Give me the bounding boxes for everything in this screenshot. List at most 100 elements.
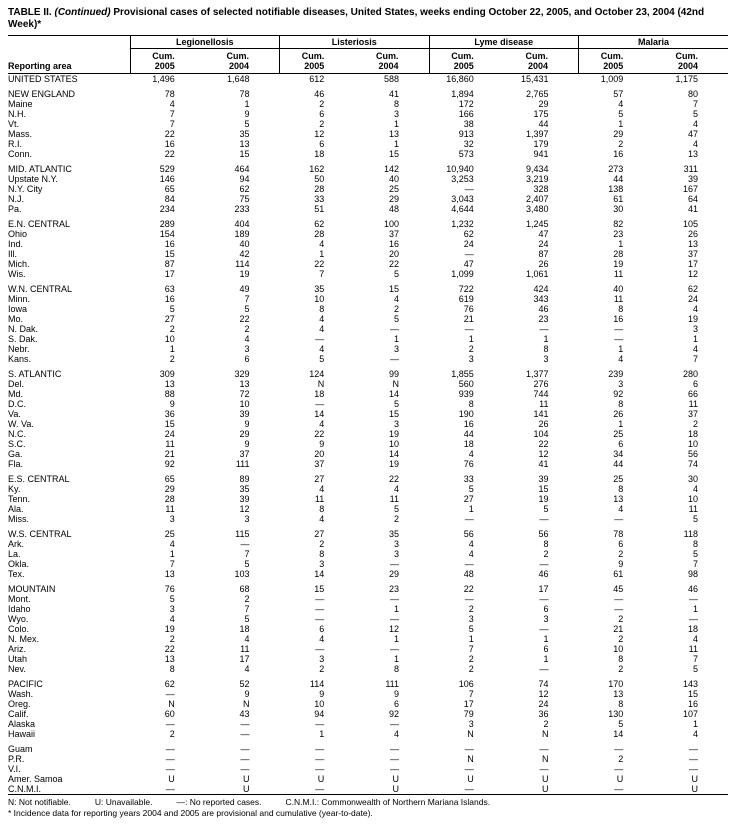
value-cell: 1 (543, 634, 549, 644)
value-cell: 2 (244, 594, 250, 604)
value-cell: 4 (319, 324, 325, 334)
value-cell: 29 (164, 484, 175, 494)
value-cell: — (315, 719, 325, 729)
reporting-area-cell: N.C. (8, 429, 26, 439)
value-cell: — (614, 784, 624, 794)
value-cell: N (467, 754, 474, 764)
value-cell: 722 (458, 284, 474, 294)
value-cell: 44 (538, 119, 549, 129)
value-cell: — (614, 514, 624, 524)
value-cell: — (390, 644, 399, 654)
table-row: MOUNTAIN 76 68 15 23 22 17 45 46 (8, 584, 728, 594)
value-cell: 50 (314, 174, 325, 184)
value-cell: — (689, 754, 698, 764)
value-cell: 7 (468, 689, 474, 699)
value-cell: 11 (539, 399, 549, 409)
table-row: PACIFIC 62 52 114 111 106 74 170 143 (8, 679, 728, 689)
value-cell: 46 (687, 584, 698, 594)
reporting-area-cell: Mich. (8, 259, 30, 269)
value-cell: — (689, 744, 698, 754)
value-cell: 2 (468, 344, 474, 354)
value-cell: 5 (244, 559, 250, 569)
table-continued-label: (Continued) (54, 7, 111, 18)
value-cell: — (315, 334, 325, 344)
reporting-area-cell: Iowa (8, 304, 28, 314)
value-cell: 92 (388, 709, 399, 719)
value-cell: 11 (688, 644, 698, 654)
reporting-area-cell: Okla. (8, 559, 30, 569)
value-cell: 4 (468, 449, 474, 459)
value-cell: 2 (543, 719, 549, 729)
cum-label: Cum. (600, 51, 624, 61)
value-cell: 99 (388, 369, 399, 379)
value-cell: 424 (533, 284, 549, 294)
reporting-area-cell: N. Mex. (8, 634, 40, 644)
value-cell: 30 (687, 474, 698, 484)
value-cell: 1 (393, 654, 399, 664)
value-cell: 8 (543, 344, 549, 354)
value-cell: 5 (393, 504, 399, 514)
value-cell: 167 (682, 184, 698, 194)
value-cell: 175 (533, 109, 549, 119)
table-row: E.N. CENTRAL 289 404 62 100 1,232 1,245 82 105 (8, 219, 728, 229)
year-label: 2005 (154, 61, 175, 71)
table-row: Colo. 19 18 6 12 5 — 21 18 (8, 624, 728, 634)
value-cell: 3,043 (451, 194, 474, 204)
value-cell: 1 (393, 604, 399, 614)
reporting-area-cell: Miss. (8, 514, 29, 524)
value-cell: 100 (383, 219, 399, 229)
value-cell: 13 (164, 654, 175, 664)
reporting-area-cell: Oreg. (8, 699, 31, 709)
value-cell: 56 (687, 449, 698, 459)
value-cell: — (315, 594, 325, 604)
value-cell: 2 (319, 119, 325, 129)
value-cell: 25 (613, 429, 624, 439)
value-cell: 1,232 (451, 219, 474, 229)
value-cell: 276 (533, 379, 549, 389)
value-cell: — (614, 604, 624, 614)
value-cell: 7 (692, 559, 698, 569)
value-cell: 17 (687, 259, 698, 269)
value-cell: 107 (682, 709, 698, 719)
reporting-area-cell: Calif. (8, 709, 29, 719)
reporting-area-cell: Wash. (8, 689, 34, 699)
value-cell: 25 (164, 529, 175, 539)
value-cell: 47 (687, 129, 698, 139)
value-cell: 22 (239, 314, 250, 324)
value-cell: 39 (239, 409, 250, 419)
table-row: S. ATLANTIC 309 329 124 99 1,855 1,377 239 280 (8, 369, 728, 379)
table-row: Tex. 13 103 14 29 48 46 61 98 (8, 569, 728, 579)
value-cell: U (392, 774, 400, 784)
value-cell: 5 (393, 399, 399, 409)
value-cell: 23 (613, 229, 624, 239)
value-cell: 4 (618, 504, 624, 514)
value-cell: 15 (314, 584, 325, 594)
footnote-legend: N: Not notifiable. U: Unavailable. —: No… (8, 797, 728, 808)
value-cell: 3 (393, 539, 399, 549)
value-cell: 4 (692, 344, 698, 354)
table-row: Ala. 11 12 8 5 1 5 4 11 (8, 504, 728, 514)
value-cell: 62 (687, 284, 698, 294)
table-row: Calif. 60 43 94 92 79 36 130 107 (8, 709, 728, 719)
value-cell: 24 (538, 699, 549, 709)
value-cell: N (542, 754, 549, 764)
value-cell: 4 (468, 539, 474, 549)
value-cell: 8 (618, 654, 624, 664)
value-cell: 234 (159, 204, 175, 214)
value-cell: 12 (538, 689, 549, 699)
value-cell: 4 (244, 664, 250, 674)
value-cell: 29 (613, 129, 624, 139)
value-cell: 8 (393, 664, 399, 674)
value-cell: 56 (538, 529, 549, 539)
value-cell: — (315, 764, 325, 774)
table-row: Wash. — 9 9 9 7 12 13 15 (8, 689, 728, 699)
value-cell: 3 (692, 324, 698, 334)
column-group-listeriosis: Listeriosis (279, 35, 429, 49)
value-cell: 39 (239, 494, 250, 504)
value-cell: 45 (613, 584, 624, 594)
value-cell: 20 (314, 449, 325, 459)
value-cell: 1,397 (525, 129, 549, 139)
year-label: 2005 (304, 61, 325, 71)
table-row: Mo. 27 22 4 5 21 23 16 19 (8, 314, 728, 324)
